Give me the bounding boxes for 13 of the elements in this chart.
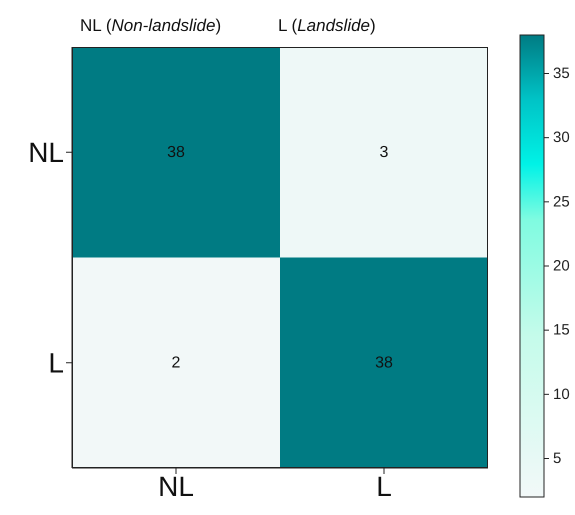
text: L (Landslide): [278, 16, 376, 35]
data-label: 3: [380, 144, 389, 161]
data-label: 2: [172, 354, 181, 372]
color-bar-label: 35: [553, 65, 570, 82]
text: NL (Non-landslide): [80, 16, 222, 35]
color-bar-label: 30: [553, 129, 570, 146]
color-bar-label: 15: [553, 322, 570, 339]
data-label: 38: [375, 354, 393, 372]
color-bar-label: 5: [553, 450, 562, 467]
color-bar-label: 10: [553, 386, 570, 403]
data-label: 38: [167, 144, 185, 161]
color-bar-label: 25: [553, 193, 570, 210]
color-bar-label: 20: [553, 258, 570, 274]
